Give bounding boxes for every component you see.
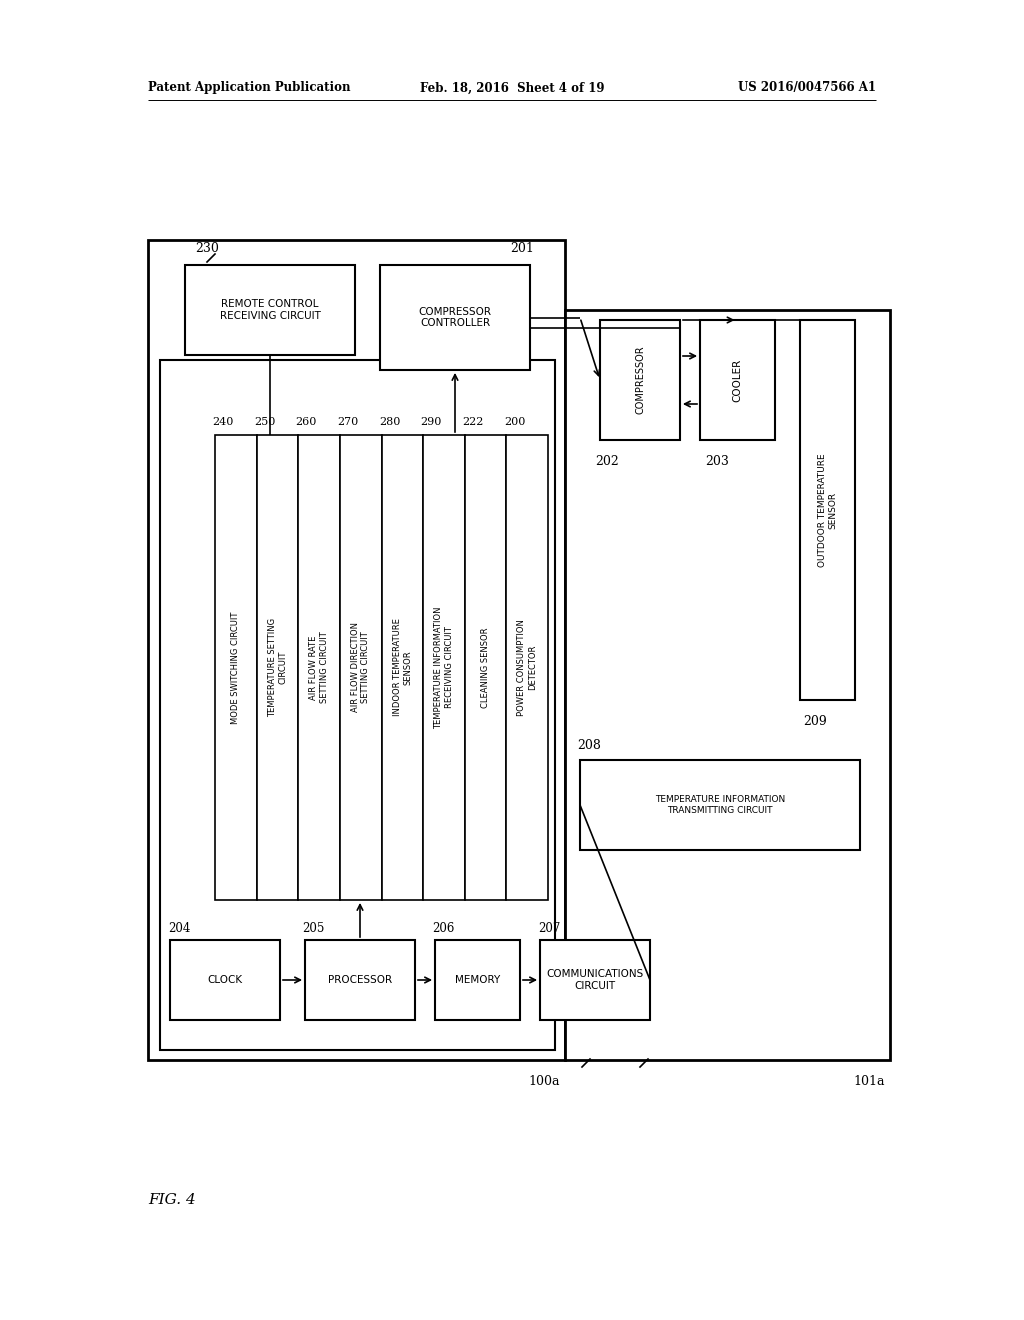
Text: 280: 280 xyxy=(379,417,400,426)
Bar xyxy=(507,436,548,900)
Text: Patent Application Publication: Patent Application Publication xyxy=(148,82,350,95)
Text: 205: 205 xyxy=(302,921,325,935)
Bar xyxy=(257,436,298,900)
Text: 207: 207 xyxy=(538,921,560,935)
Text: 230: 230 xyxy=(195,242,219,255)
Text: COOLER: COOLER xyxy=(732,358,742,401)
Text: FIG. 4: FIG. 4 xyxy=(148,1193,196,1206)
Text: MEMORY: MEMORY xyxy=(455,975,500,985)
Bar xyxy=(170,940,280,1020)
Text: 201: 201 xyxy=(510,242,534,255)
Text: CLEANING SENSOR: CLEANING SENSOR xyxy=(481,627,490,708)
Text: 101a: 101a xyxy=(853,1074,885,1088)
Text: 250: 250 xyxy=(254,417,275,426)
Bar xyxy=(298,436,340,900)
Bar xyxy=(435,940,520,1020)
Text: 203: 203 xyxy=(705,455,729,469)
Bar xyxy=(215,436,257,900)
Text: TEMPERATURE SETTING
CIRCUIT: TEMPERATURE SETTING CIRCUIT xyxy=(267,618,287,717)
Text: 240: 240 xyxy=(212,417,233,426)
Bar xyxy=(148,240,565,1060)
Text: US 2016/0047566 A1: US 2016/0047566 A1 xyxy=(738,82,876,95)
Bar xyxy=(600,319,680,440)
Bar xyxy=(580,760,860,850)
Text: AIR FLOW DIRECTION
SETTING CIRCUIT: AIR FLOW DIRECTION SETTING CIRCUIT xyxy=(351,623,371,713)
Text: Feb. 18, 2016  Sheet 4 of 19: Feb. 18, 2016 Sheet 4 of 19 xyxy=(420,82,604,95)
Text: TEMPERATURE INFORMATION
RECEIVING CIRCUIT: TEMPERATURE INFORMATION RECEIVING CIRCUI… xyxy=(434,606,454,729)
Bar xyxy=(700,319,775,440)
Text: AIR FLOW RATE
SETTING CIRCUIT: AIR FLOW RATE SETTING CIRCUIT xyxy=(309,632,329,704)
Text: 202: 202 xyxy=(595,455,618,469)
Text: 260: 260 xyxy=(296,417,317,426)
Bar xyxy=(465,436,507,900)
Bar xyxy=(540,940,650,1020)
Bar xyxy=(382,436,423,900)
Bar xyxy=(423,436,465,900)
Text: 290: 290 xyxy=(421,417,442,426)
Bar xyxy=(305,940,415,1020)
Bar xyxy=(340,436,382,900)
Bar xyxy=(160,360,555,1049)
Text: OUTDOOR TEMPERATURE
SENSOR: OUTDOOR TEMPERATURE SENSOR xyxy=(818,453,838,566)
Text: INDOOR TEMPERATURE
SENSOR: INDOOR TEMPERATURE SENSOR xyxy=(392,619,412,717)
Text: 206: 206 xyxy=(432,921,455,935)
Bar xyxy=(800,319,855,700)
Text: 100a: 100a xyxy=(528,1074,560,1088)
Text: COMPRESSOR
CONTROLLER: COMPRESSOR CONTROLLER xyxy=(419,306,492,329)
Text: 200: 200 xyxy=(504,417,525,426)
Text: 222: 222 xyxy=(462,417,483,426)
Text: 204: 204 xyxy=(168,921,190,935)
Bar xyxy=(565,310,890,1060)
Text: POWER CONSUMPTION
DETECTOR: POWER CONSUMPTION DETECTOR xyxy=(517,619,537,715)
Text: TEMPERATURE INFORMATION
TRANSMITTING CIRCUIT: TEMPERATURE INFORMATION TRANSMITTING CIR… xyxy=(655,795,785,814)
Text: 208: 208 xyxy=(577,739,601,752)
Text: COMMUNICATIONS
CIRCUIT: COMMUNICATIONS CIRCUIT xyxy=(547,969,644,991)
Text: MODE SWITCHING CIRCUIT: MODE SWITCHING CIRCUIT xyxy=(231,611,241,723)
Bar xyxy=(380,265,530,370)
Bar xyxy=(185,265,355,355)
Text: COMPRESSOR: COMPRESSOR xyxy=(635,346,645,414)
Text: 209: 209 xyxy=(803,715,826,729)
Text: CLOCK: CLOCK xyxy=(208,975,243,985)
Text: PROCESSOR: PROCESSOR xyxy=(328,975,392,985)
Text: REMOTE CONTROL
RECEIVING CIRCUIT: REMOTE CONTROL RECEIVING CIRCUIT xyxy=(219,300,321,321)
Text: 270: 270 xyxy=(338,417,358,426)
